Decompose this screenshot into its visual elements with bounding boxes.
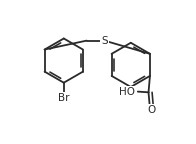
Text: O: O — [148, 105, 156, 115]
Text: S: S — [101, 36, 108, 46]
Text: HO: HO — [119, 87, 135, 97]
Text: Br: Br — [58, 93, 70, 103]
